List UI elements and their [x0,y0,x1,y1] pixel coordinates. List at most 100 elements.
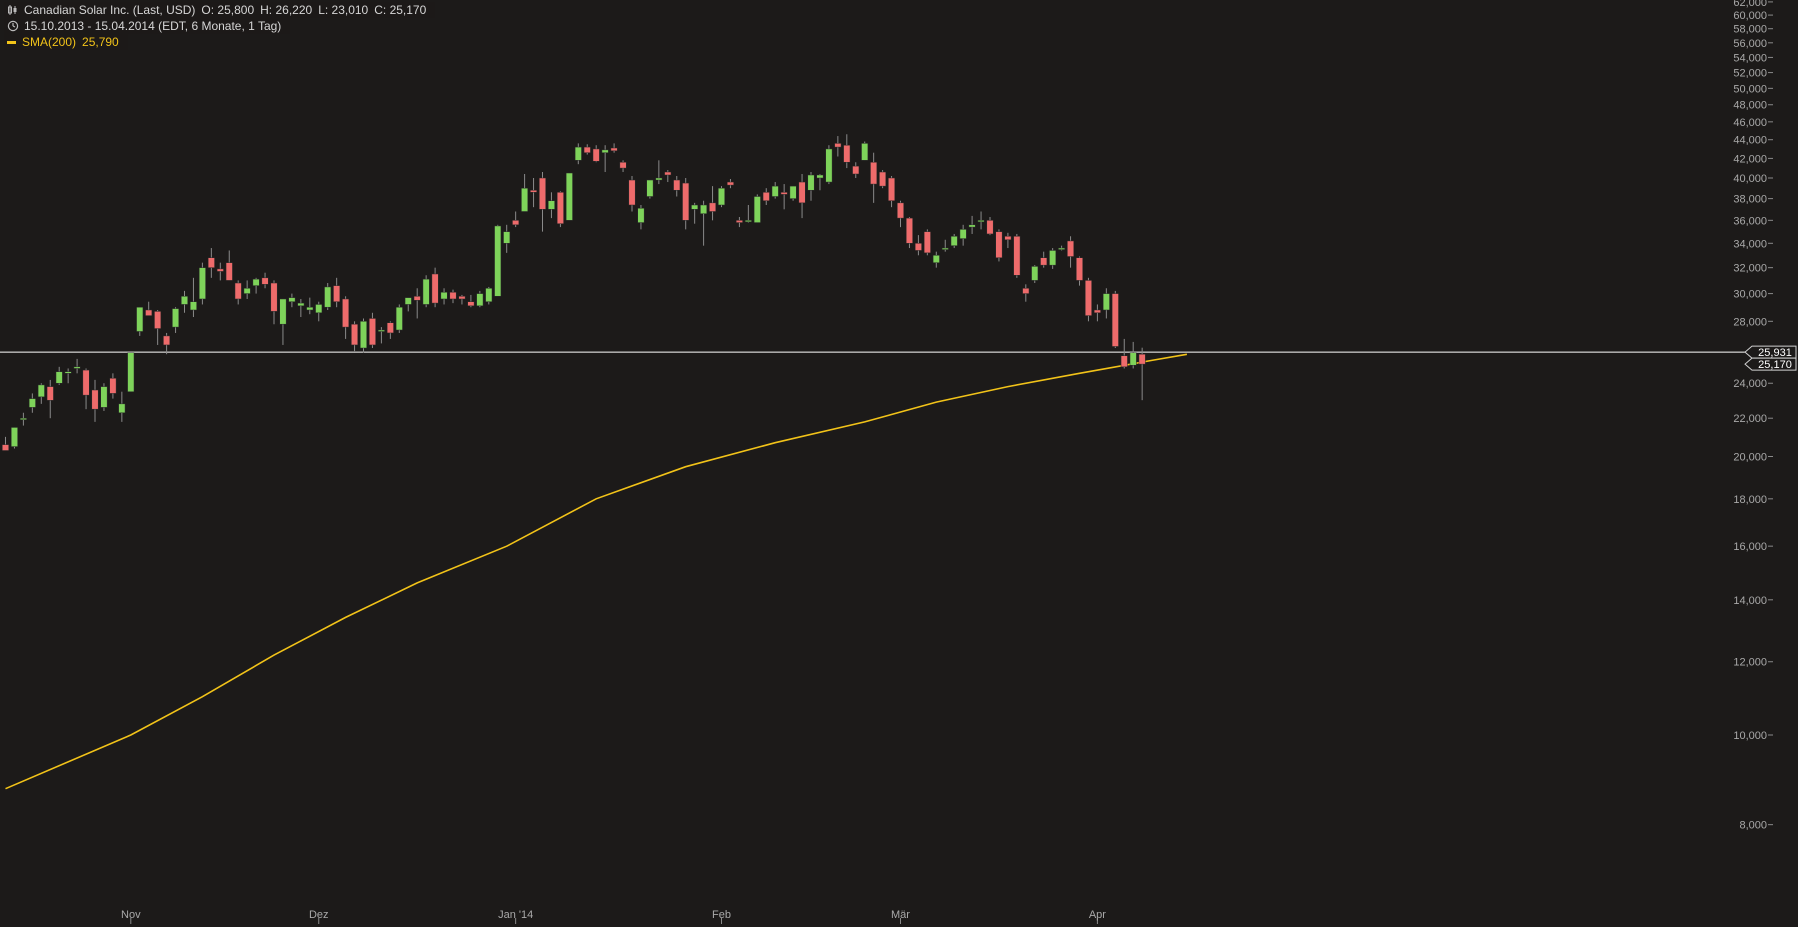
candle [306,297,314,315]
candle-body-up [655,177,663,181]
candle-body-up [243,288,251,294]
candle-body-up [360,321,367,349]
candle [1093,304,1101,322]
candle-body-down [369,318,376,346]
candle [369,312,376,349]
candle-body-down [995,231,1003,258]
candle [932,251,940,268]
candle-body-up [691,204,699,210]
candle-body-up [395,306,403,331]
candle [145,301,153,316]
candle-body-down [1093,309,1101,314]
candle [834,136,842,157]
candle-body-up [816,174,824,179]
y-tick-label: 16,000 [1733,541,1767,553]
candle-body-down [1120,355,1128,368]
candle-body-up [485,288,493,302]
candle-body-down [1138,353,1146,365]
candle [700,200,708,246]
candle-body-down [727,181,734,186]
candle [548,192,555,219]
candle [968,215,976,234]
candle [718,186,725,208]
candle-body-up [825,148,833,183]
candle-body-up [601,149,609,153]
candle [565,172,573,221]
candle [897,200,904,228]
candle-body-up [64,371,72,374]
candle [861,141,869,161]
y-tick-label: 18,000 [1733,494,1767,506]
y-tick-label: 52,000 [1733,68,1767,80]
candle-body-down [46,386,54,401]
candle-body-up [977,220,985,223]
legend-period-row: 15.10.2013 - 15.04.2014 (EDT, 6 Monate, … [4,18,441,34]
candle-body-down [512,220,520,226]
value-badge-label: 25,931 [1758,347,1792,359]
candle [628,175,636,212]
candle [190,277,197,318]
y-tick-label: 48,000 [1733,100,1767,112]
candle [583,144,591,155]
candle-body-down [923,231,931,254]
candle [950,233,958,249]
candle [1058,245,1066,251]
candle [1031,265,1039,284]
candle-body-down [1111,293,1119,347]
candle-body-up [377,329,385,332]
candle-body-down [834,143,842,148]
candle-body-down [762,192,770,201]
candle [118,391,126,422]
candle [154,309,162,345]
candle-body-up [861,143,869,161]
candle [109,373,117,399]
candle-body-up [1102,293,1110,311]
candle [413,288,421,319]
candle-body-down [342,298,350,328]
candle-body-up [181,296,188,305]
candle [655,160,663,185]
candle [1120,338,1128,369]
candlestick-icon [8,5,17,15]
candle-body-down [386,322,394,334]
candle-body-down [735,220,743,223]
candle-body-down [1040,257,1048,266]
candle [735,216,743,228]
y-tick-label: 38,000 [1733,194,1767,206]
value-badge-box [1744,357,1797,371]
candle-body-down [333,285,341,302]
candle [879,170,887,189]
candle-body-up [404,297,412,305]
candle [1076,256,1083,286]
candle [1022,284,1030,302]
candle [798,174,806,219]
y-tick-label: 34,000 [1733,238,1767,250]
y-tick-label: 14,000 [1733,595,1767,607]
candle [333,277,341,308]
y-tick-label: 8,000 [1739,820,1767,832]
y-tick-label: 22,000 [1733,413,1767,425]
candle-body-down [225,262,233,281]
candle-body-up [1058,247,1066,250]
candle-body-down [780,192,788,195]
candle [789,185,797,201]
candle-body-down [449,292,457,300]
candle [870,152,878,203]
candle [82,368,90,410]
candle-body-down [1076,257,1083,281]
candle-body-up [1049,250,1057,266]
y-tick-label: 42,000 [1733,153,1767,165]
candle-body-up [306,306,314,311]
candle-body-down [539,177,546,210]
candle-body-up [700,204,708,214]
candle-body-up [422,278,430,305]
candle-body-down [207,257,215,268]
candle [512,211,520,228]
candle [753,194,761,223]
candle-body-up [172,308,180,328]
instrument-title: Canadian Solar Inc. (Last, USD) [24,3,196,17]
candle [440,288,448,305]
candle-body-down [145,309,153,316]
y-tick-label: 54,000 [1733,52,1767,64]
